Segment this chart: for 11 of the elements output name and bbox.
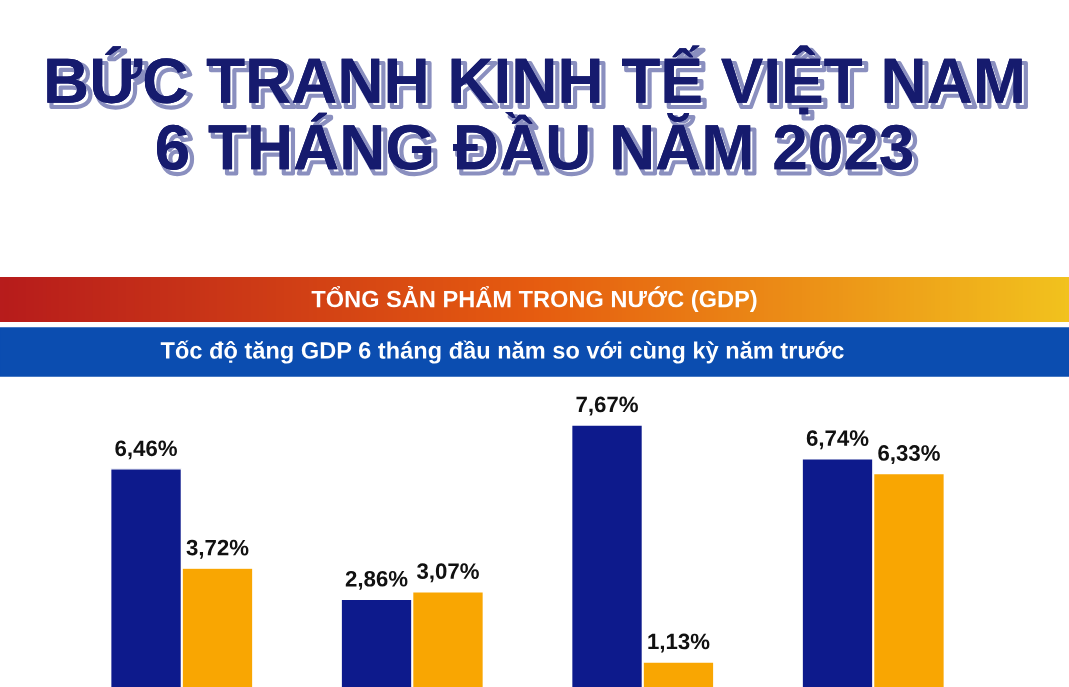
data-label: 6,74% <box>806 430 869 450</box>
data-label: 6,33% <box>878 445 940 465</box>
chart-subtitle: TỔNG SẢN PHẨM TRONG NƯỚC (GDP) <box>311 285 757 313</box>
data-label: 3,07% <box>416 563 479 583</box>
data-label: 7,67% <box>576 396 638 416</box>
data-label: 3,72% <box>186 539 249 559</box>
data-label: 1,13% <box>648 633 710 653</box>
data-label: 2,86% <box>345 570 408 590</box>
data-label: 6,46% <box>115 440 177 460</box>
chart-title: BỨC TRANH KINH TẾ VIỆT NAM 6 THÁNG ĐẦU NĂM 2023 <box>47 45 1026 175</box>
text: Tốc độ tăng GDP 6 tháng đầu năm so với cùng kỳ năm trước <box>160 340 844 364</box>
